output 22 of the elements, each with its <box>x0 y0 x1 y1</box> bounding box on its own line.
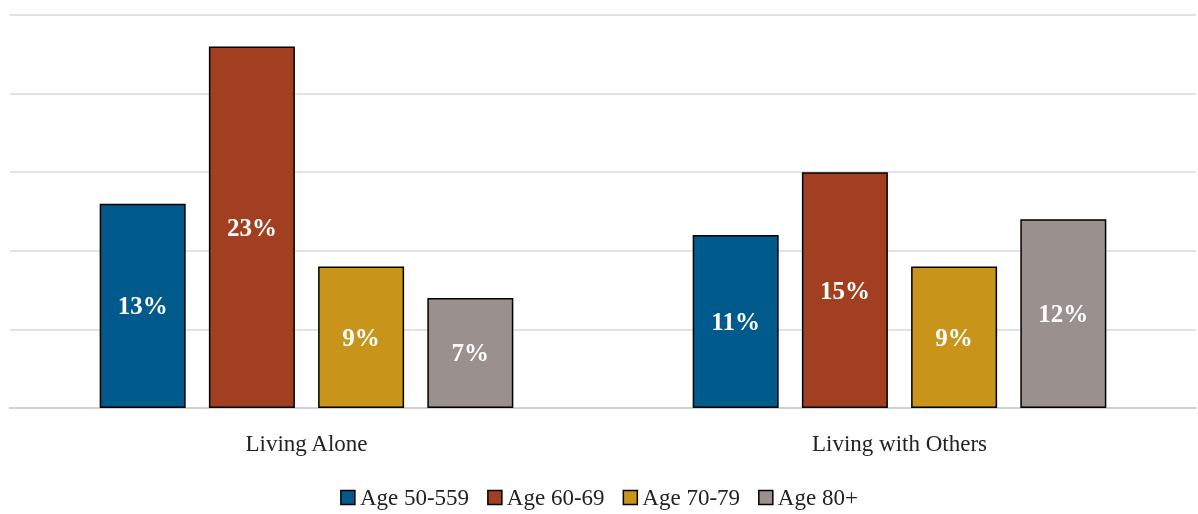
bar <box>801 172 888 408</box>
data-label: 9% <box>342 323 380 351</box>
bar <box>692 235 779 408</box>
data-label: 13% <box>117 292 168 320</box>
data-label: 7% <box>451 339 490 367</box>
legend-label: Age 60-69 <box>506 485 605 510</box>
legend-label: Age 50-559 <box>359 485 470 510</box>
bar <box>1020 219 1107 408</box>
x-tick-label: Living with Others <box>811 431 988 456</box>
bar <box>208 46 295 408</box>
bar <box>911 266 998 408</box>
bar <box>99 203 186 408</box>
x-tick-label: Living Alone <box>245 431 368 456</box>
legend-label: Age 70-79 <box>642 485 741 510</box>
data-label: 23% <box>226 213 277 241</box>
data-label: 15% <box>819 276 870 304</box>
data-label: 12% <box>1038 300 1089 328</box>
data-label: 9% <box>935 323 973 351</box>
legend-label: Age 80+ <box>777 485 858 510</box>
bar <box>318 266 405 408</box>
bar <box>427 297 514 408</box>
data-label: 11% <box>711 308 760 336</box>
